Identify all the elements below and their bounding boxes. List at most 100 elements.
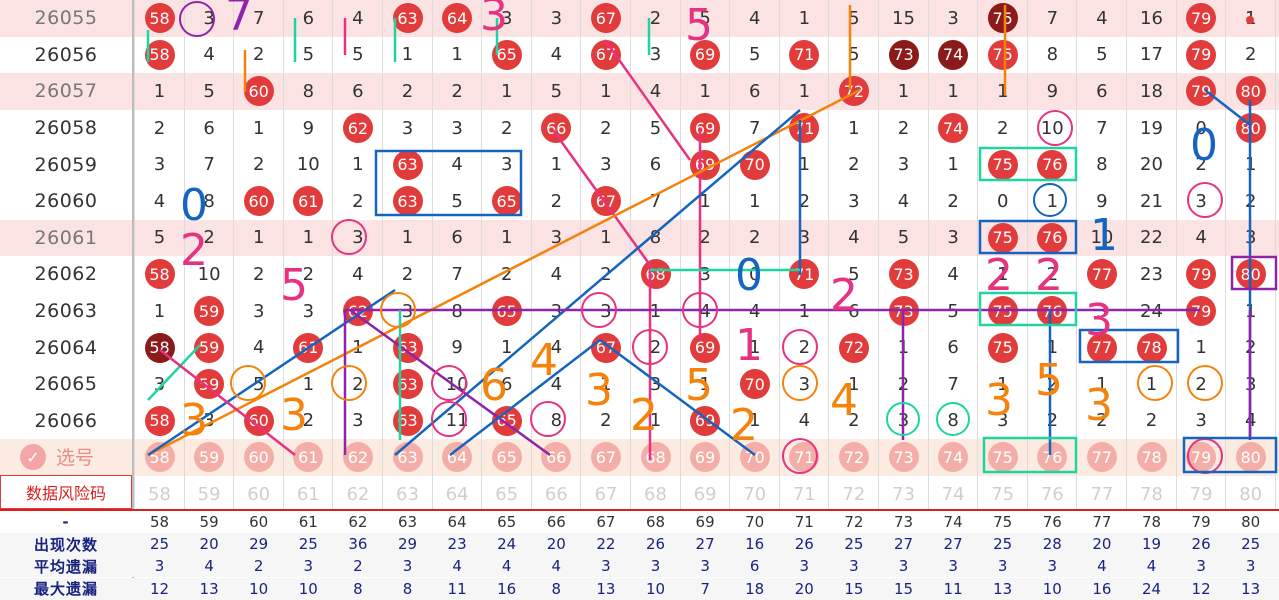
number-ball: 76 bbox=[1037, 222, 1068, 253]
trend-cell: 3 bbox=[233, 293, 284, 330]
select-number[interactable]: 63 bbox=[382, 439, 433, 476]
risk-number[interactable]: 64 bbox=[445, 483, 469, 505]
trend-cell: 3 bbox=[1225, 366, 1276, 403]
risk-number[interactable]: 67 bbox=[594, 483, 618, 505]
omission-value: 8 bbox=[203, 190, 215, 212]
trend-cell: 2 bbox=[1027, 403, 1078, 440]
number-ball: 76 bbox=[1037, 296, 1068, 327]
select-number[interactable]: 74 bbox=[928, 439, 979, 476]
risk-number[interactable]: 66 bbox=[544, 483, 568, 505]
select-number[interactable]: 68 bbox=[630, 439, 681, 476]
select-ball[interactable]: 59 bbox=[194, 442, 225, 473]
omission-value: 2 bbox=[401, 263, 414, 285]
risk-number[interactable]: 62 bbox=[346, 483, 370, 505]
select-number[interactable]: 77 bbox=[1076, 439, 1127, 476]
select-number[interactable]: 72 bbox=[828, 439, 879, 476]
select-ball[interactable]: 63 bbox=[392, 442, 423, 473]
stats-value: 11 bbox=[447, 579, 467, 598]
select-number[interactable]: 66 bbox=[531, 439, 582, 476]
risk-number[interactable]: 59 bbox=[197, 483, 221, 505]
select-ball[interactable]: 66 bbox=[541, 442, 572, 473]
risk-number[interactable]: 58 bbox=[148, 483, 171, 505]
select-number[interactable]: 61 bbox=[283, 439, 334, 476]
trend-cell: 3 bbox=[680, 256, 731, 293]
select-ball[interactable]: 80 bbox=[1235, 442, 1266, 473]
select-ball[interactable]: 70 bbox=[739, 442, 770, 473]
risk-number[interactable]: 76 bbox=[1040, 483, 1064, 505]
risk-number[interactable]: 73 bbox=[892, 483, 915, 505]
select-ball[interactable]: 78 bbox=[1136, 442, 1167, 473]
omission-value: 6 bbox=[649, 154, 662, 176]
risk-number[interactable]: 77 bbox=[1090, 483, 1114, 505]
select-ball[interactable]: 61 bbox=[293, 442, 324, 473]
select-number[interactable]: 70 bbox=[729, 439, 780, 476]
select-number[interactable]: 78 bbox=[1126, 439, 1177, 476]
trend-cell: 1 bbox=[630, 403, 681, 440]
select-ball[interactable]: 65 bbox=[491, 442, 522, 473]
select-number[interactable]: 79 bbox=[1176, 439, 1227, 476]
select-number[interactable]: 64 bbox=[432, 439, 483, 476]
select-ball[interactable]: 72 bbox=[838, 442, 869, 473]
trend-cell: 3 bbox=[580, 146, 631, 183]
risk-number[interactable]: 75 bbox=[991, 483, 1015, 505]
omission-value: 6 bbox=[500, 373, 513, 395]
omission-value: 3 bbox=[1195, 190, 1207, 212]
risk-number[interactable]: 61 bbox=[296, 483, 320, 505]
select-number[interactable]: 65 bbox=[481, 439, 532, 476]
trend-cell: 3 bbox=[1225, 220, 1276, 257]
select-number[interactable]: 75 bbox=[977, 439, 1028, 476]
omission-value: 4 bbox=[798, 410, 811, 432]
risk-number[interactable]: 72 bbox=[842, 483, 866, 505]
risk-number[interactable]: 68 bbox=[644, 483, 667, 505]
risk-number[interactable]: 70 bbox=[743, 483, 767, 505]
risk-number[interactable]: 65 bbox=[495, 483, 519, 505]
stats-value: 4 bbox=[1146, 557, 1157, 576]
trend-cell: 2 bbox=[332, 183, 383, 220]
select-ball[interactable]: 76 bbox=[1037, 442, 1068, 473]
select-number[interactable]: 71 bbox=[779, 439, 830, 476]
select-ball[interactable]: 67 bbox=[590, 442, 621, 473]
risk-number[interactable]: 80 bbox=[1239, 483, 1263, 505]
select-number[interactable]: 69 bbox=[680, 439, 731, 476]
select-ball[interactable]: 77 bbox=[1086, 442, 1117, 473]
select-number[interactable]: 73 bbox=[878, 439, 929, 476]
trend-cell: 5 bbox=[928, 293, 979, 330]
select-number[interactable]: 62 bbox=[332, 439, 383, 476]
select-ball[interactable]: 58 bbox=[144, 442, 175, 473]
select-ball[interactable]: 71 bbox=[789, 442, 820, 473]
trend-cell: 67 bbox=[580, 329, 631, 366]
select-ball[interactable]: 69 bbox=[690, 442, 721, 473]
risk-number[interactable]: 63 bbox=[396, 483, 419, 505]
risk-number[interactable]: 69 bbox=[693, 483, 717, 505]
risk-code-button[interactable]: 数据风险码 bbox=[0, 475, 132, 509]
select-ball[interactable]: 68 bbox=[640, 442, 671, 473]
select-ball[interactable]: 60 bbox=[243, 442, 274, 473]
trend-cell: 60 bbox=[233, 73, 284, 110]
risk-number[interactable]: 78 bbox=[1140, 483, 1163, 505]
omission-value: 4 bbox=[550, 44, 563, 66]
select-ball[interactable]: 62 bbox=[342, 442, 373, 473]
risk-number[interactable]: 79 bbox=[1189, 483, 1213, 505]
select-number[interactable]: 67 bbox=[580, 439, 631, 476]
risk-number[interactable]: 71 bbox=[792, 483, 816, 505]
select-ball[interactable]: 79 bbox=[1186, 442, 1217, 473]
select-ball[interactable]: 64 bbox=[442, 442, 473, 473]
grid-line bbox=[183, 0, 185, 512]
trend-cell: 2 bbox=[878, 366, 929, 403]
select-number[interactable]: 59 bbox=[184, 439, 235, 476]
select-number[interactable]: 76 bbox=[1027, 439, 1078, 476]
risk-number[interactable]: 74 bbox=[941, 483, 965, 505]
select-number[interactable]: 60 bbox=[233, 439, 284, 476]
select-number[interactable]: 58 bbox=[134, 439, 185, 476]
stats-row: 出现次数 25 20 29 25 36 29 23 24 20 22 26 27 16 26 25 27 27 25… bbox=[0, 533, 1279, 555]
trend-row: 26064 58 59 4 61 1 63 9 1 4 67 2 69 1 2 72 1 6 75 1 77 78 1 2 bbox=[0, 329, 1279, 366]
trend-cell: 6 bbox=[1076, 73, 1127, 110]
trend-cell: 2 bbox=[1076, 403, 1127, 440]
risk-number[interactable]: 60 bbox=[247, 483, 271, 505]
select-ball[interactable]: 74 bbox=[938, 442, 969, 473]
check-icon[interactable]: ✓ bbox=[20, 444, 46, 470]
select-ball[interactable]: 75 bbox=[987, 442, 1018, 473]
select-number[interactable]: 80 bbox=[1225, 439, 1276, 476]
select-ball[interactable]: 73 bbox=[888, 442, 919, 473]
selection-label[interactable]: 选号 bbox=[56, 446, 95, 469]
